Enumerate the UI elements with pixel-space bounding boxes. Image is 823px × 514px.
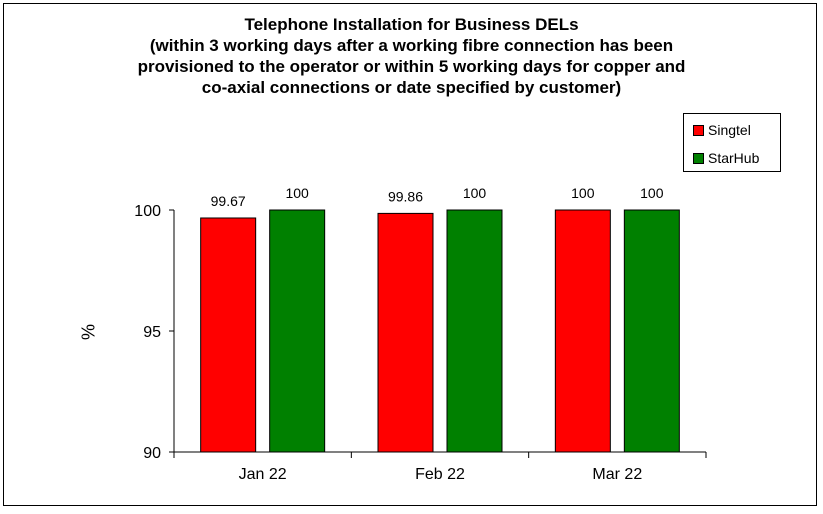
- data-label: 99.86: [388, 188, 423, 204]
- y-tick-label: 90: [143, 445, 161, 462]
- data-label: 100: [463, 185, 487, 201]
- legend-label-starhub: StarHub: [708, 150, 760, 166]
- legend-item-starhub: StarHub: [693, 150, 759, 166]
- title-line: provisioned to the operator or within 5 …: [137, 57, 686, 76]
- bar-starhub: [623, 209, 680, 453]
- legend-swatch-singtel: [693, 124, 704, 136]
- data-label: 99.67: [211, 193, 246, 209]
- bar-starhub: [446, 209, 503, 453]
- bar-singtel: [377, 212, 434, 453]
- title-line: co-axial connections or date specified b…: [201, 78, 622, 97]
- data-label: 100: [640, 185, 664, 201]
- title-line: Telephone Installation for Business DELs: [244, 15, 579, 34]
- y-tick-label: 100: [134, 203, 161, 220]
- y-tick-label: 95: [143, 324, 161, 341]
- bar-singtel: [200, 217, 257, 453]
- legend: Singtel StarHub: [683, 113, 781, 172]
- x-tick-label: Mar 22: [592, 466, 642, 483]
- title-line: (within 3 working days after a working f…: [149, 36, 674, 55]
- legend-swatch-starhub: [693, 152, 704, 164]
- data-label: 100: [285, 185, 309, 201]
- legend-item-singtel: Singtel: [693, 122, 751, 138]
- legend-label-singtel: Singtel: [708, 122, 751, 138]
- x-tick-label: Jan 22: [239, 466, 287, 483]
- bar-singtel: [554, 209, 611, 453]
- x-tick-label: Feb 22: [415, 466, 465, 483]
- bar-starhub: [269, 209, 326, 453]
- data-label: 100: [571, 185, 595, 201]
- chart-title: Telephone Installation for Business DELs…: [0, 14, 823, 98]
